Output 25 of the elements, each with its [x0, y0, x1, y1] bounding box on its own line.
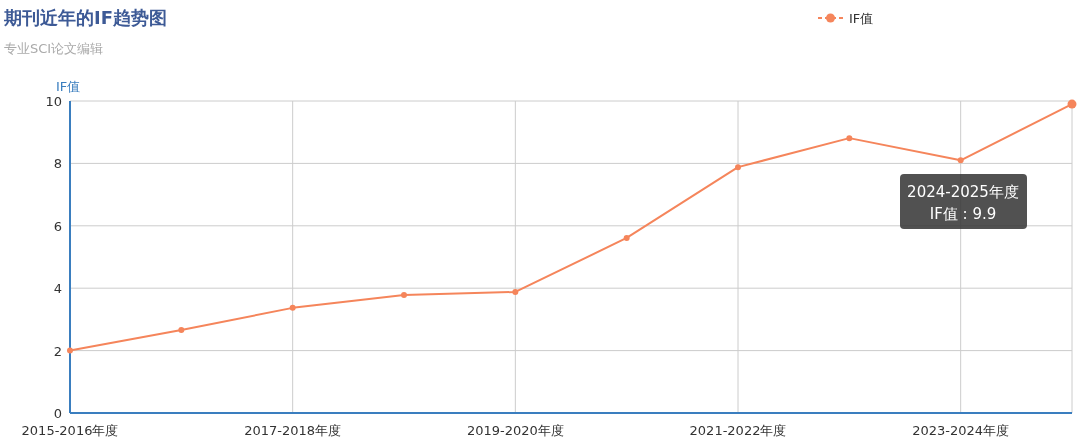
y-tick-label: 2	[53, 343, 62, 359]
legend-label: IF值	[849, 11, 874, 26]
point	[846, 135, 853, 142]
point	[289, 304, 296, 311]
y-tick-label: 8	[53, 156, 62, 172]
chart-subtitle: 专业SCI论文编辑	[4, 41, 104, 56]
x-tick-label: 2023-2024年度	[912, 423, 1010, 438]
point	[178, 327, 185, 334]
y-tick-label: 10	[45, 94, 62, 109]
y-axis-title: IF值	[56, 79, 81, 94]
x-tick-label: 2021-2022年度	[689, 423, 787, 438]
point	[957, 157, 964, 164]
x-tick-label: 2015-2016年度	[21, 423, 119, 438]
point	[735, 164, 741, 171]
y-tick-label: 4	[53, 281, 62, 297]
x-tick-label: 2017-2018年度	[244, 423, 342, 438]
point	[67, 347, 73, 354]
x-tick-label: 2019-2020年度	[466, 423, 564, 438]
y-tick-label: 6	[53, 218, 62, 234]
annotation: 2024-2025年度 IF值 : 9.9	[907, 183, 1019, 223]
chart-title: 期刊近年的IF趋势图	[3, 7, 167, 28]
point	[623, 234, 630, 241]
point	[401, 292, 407, 299]
y-tick-label: 0	[53, 406, 62, 421]
point	[512, 288, 519, 295]
